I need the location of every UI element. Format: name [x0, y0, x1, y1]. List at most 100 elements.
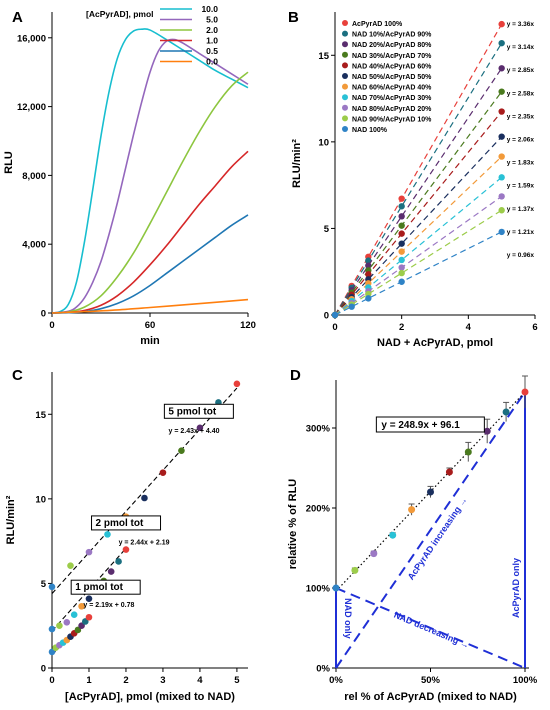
- x-tick-label: 4: [197, 675, 203, 686]
- y-tick-label: 5: [324, 224, 330, 235]
- legend-marker: [342, 94, 348, 101]
- x-tick-label: 0: [49, 675, 54, 686]
- legend-label: NAD 100%: [352, 127, 388, 134]
- legend-marker: [342, 20, 348, 26]
- nad-only-label: NAD only: [343, 598, 353, 639]
- data-point: [67, 562, 74, 569]
- data-point: [398, 240, 405, 247]
- x-tick-label: 2: [123, 675, 128, 686]
- data-point: [498, 108, 505, 115]
- x-tick-label: 6: [532, 322, 537, 333]
- data-point: [498, 174, 505, 181]
- data-point: [348, 303, 355, 310]
- y-tick-label: 15: [318, 51, 329, 62]
- trend-line: [51, 387, 238, 594]
- data-point: [398, 195, 405, 202]
- data-point: [365, 271, 372, 278]
- trend-equation: y = 1.21x: [507, 229, 535, 236]
- trend-line: [334, 42, 503, 316]
- data-point: [63, 619, 71, 626]
- y-tick-label: 16,000: [17, 33, 46, 44]
- x-tick-label: 0: [332, 322, 337, 333]
- trend-equation: y = 2.06x: [507, 137, 535, 144]
- data-point: [498, 153, 505, 160]
- y-tick-label: 300%: [306, 424, 331, 435]
- panel-b: 0 2 4 6 0 5 10 15 NAD + AcPyrAD, pmol RLU/min² y =…: [291, 12, 538, 349]
- data-point: [104, 531, 111, 538]
- data-point: [427, 488, 434, 496]
- x-axis-label: NAD + AcPyrAD, pmol: [377, 337, 493, 349]
- data-point: [107, 568, 115, 575]
- group-label-box: [163, 403, 234, 419]
- data-point: [398, 230, 405, 237]
- y-axis-label: RLU/min²: [5, 495, 17, 544]
- x-tick-label: 0: [49, 320, 54, 331]
- data-point: [351, 566, 359, 574]
- data-point: [521, 388, 529, 396]
- group-label: 1 pmol tot: [75, 582, 123, 593]
- data-point: [85, 613, 93, 621]
- legend-title: [AcPyrAD], pmol: [86, 9, 154, 19]
- trend-line: [334, 156, 503, 316]
- panel-label-d: D: [290, 367, 301, 384]
- data-point: [398, 269, 405, 277]
- y-tick-label: 4,000: [22, 240, 46, 251]
- legend-label: 10.0: [201, 4, 218, 14]
- y-tick-label: 100%: [306, 584, 331, 595]
- data-point: [483, 427, 491, 435]
- x-tick-label: 120: [240, 320, 256, 331]
- trend-equation: y = 2.44x + 2.19: [119, 540, 170, 547]
- legend-label: 0.5: [206, 46, 218, 56]
- data-point: [196, 424, 204, 432]
- legend-label: NAD 10%/AcPyrAD 90%: [352, 32, 432, 39]
- legend-label: 2.0: [206, 25, 218, 35]
- trend-line: [334, 195, 503, 316]
- data-point: [115, 558, 122, 565]
- group-label-box: [91, 515, 162, 531]
- series-line: [51, 71, 249, 314]
- y-axis-label: RLU/min²: [291, 139, 303, 188]
- data-point: [159, 469, 167, 476]
- group-label-box: [70, 579, 141, 595]
- equation-box: [375, 416, 485, 433]
- x-tick-label: 50%: [421, 675, 441, 686]
- data-point: [48, 583, 56, 591]
- trend-equation: y = 3.36x: [507, 21, 535, 28]
- group-label: 5 pmol tot: [168, 406, 216, 417]
- data-point: [398, 264, 405, 271]
- legend-marker: [342, 126, 348, 132]
- trend-equation: y = 2.19x + 0.78: [83, 602, 134, 609]
- y-tick-label: 10: [318, 137, 329, 148]
- data-point: [408, 506, 416, 514]
- y-tick-label: 12,000: [17, 102, 46, 113]
- x-tick-label: 3: [160, 675, 165, 686]
- data-point: [398, 213, 405, 220]
- trend-line: [334, 111, 503, 316]
- x-tick-label: 1: [86, 675, 92, 686]
- y-tick-label: 8,000: [22, 171, 46, 182]
- series-line: [51, 28, 249, 314]
- legend-label: NAD 70%/AcPyrAD 30%: [352, 95, 432, 102]
- nad-decreasing-line: [335, 587, 526, 669]
- x-axis-label: rel % of AcPyrAD (mixed to NAD): [344, 691, 517, 703]
- legend-label: NAD 80%/AcPyrAD 20%: [352, 106, 432, 113]
- trend-equation: y = 2.43x + 4.40: [168, 428, 219, 435]
- y-tick-label: 10: [35, 494, 46, 505]
- trend-equation: y = 1.59x: [507, 183, 535, 190]
- data-point: [398, 203, 405, 210]
- x-axis-label: [AcPyrAD], pmol (mixed to NAD): [65, 691, 235, 703]
- data-point: [389, 531, 397, 539]
- acpyrad-increasing-label: AcPyrAD increasing →: [406, 495, 470, 582]
- data-point: [498, 65, 505, 72]
- panel-d: 0% 50% 100% 0% 100% 200% 300% rel % of AcPyrAD …: [287, 375, 538, 703]
- trend-equation: y = 3.14x: [507, 44, 535, 51]
- x-tick-label: 0%: [329, 675, 343, 686]
- data-point: [398, 248, 405, 255]
- legend-marker: [342, 115, 348, 122]
- legend-label: AcPyrAD 100%: [352, 21, 403, 28]
- x-tick-label: 4: [466, 322, 472, 333]
- x-tick-label: 100%: [513, 675, 538, 686]
- panel-c: 0 1 2 3 4 5 0 5 10 15 [AcPyrAD], pmol (mixed to NA…: [5, 372, 248, 703]
- trend-line: [334, 91, 503, 316]
